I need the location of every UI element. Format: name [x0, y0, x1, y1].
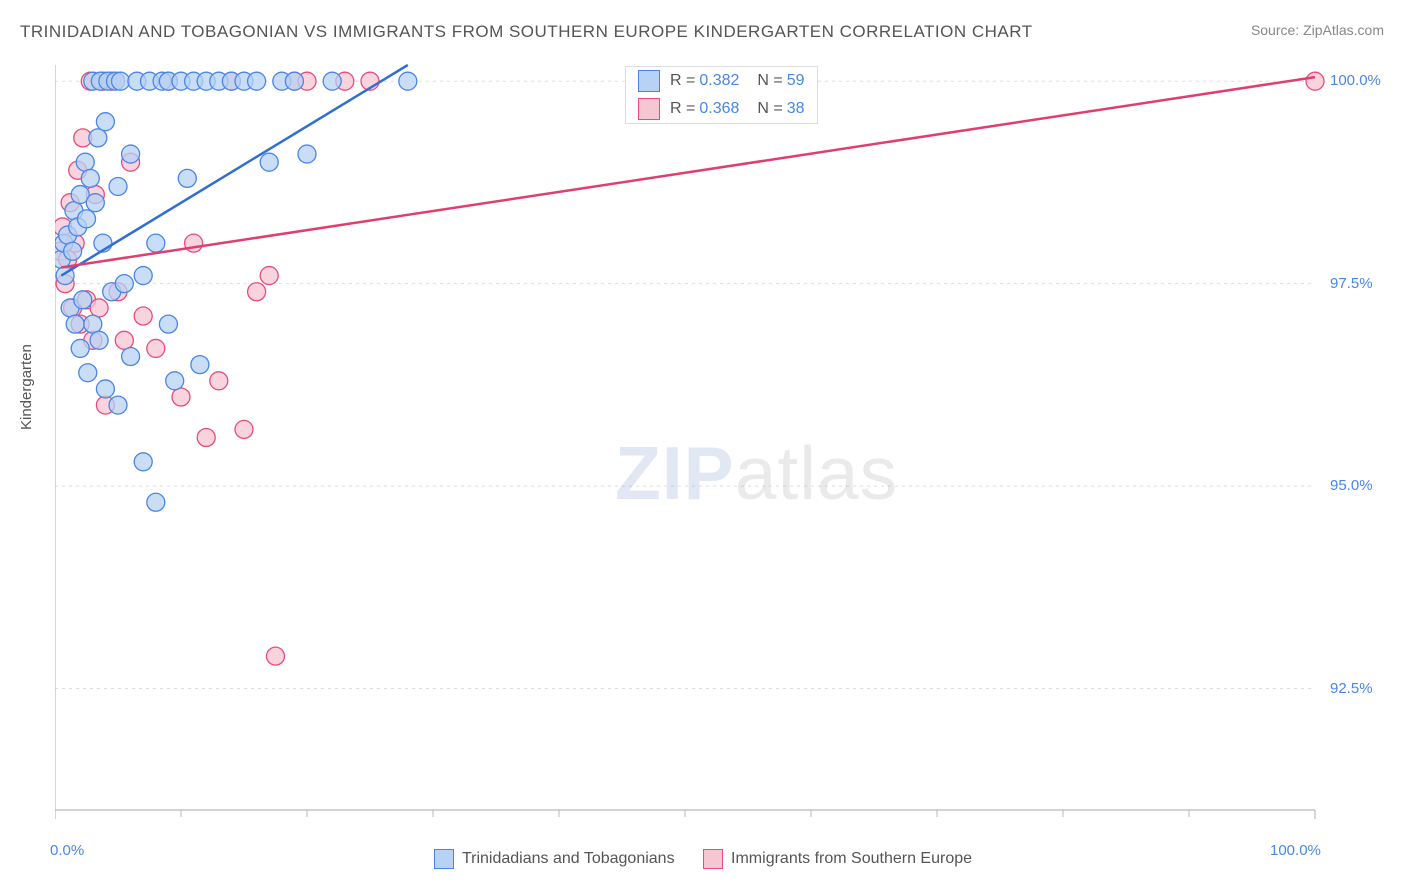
- source-attribution: Source: ZipAtlas.com: [1251, 22, 1384, 38]
- legend-label-trinidad: Trinidadians and Tobagonians: [462, 850, 675, 868]
- series-legend: Trinidadians and Tobagonians Immigrants …: [0, 849, 1406, 874]
- n-value: 59: [787, 72, 805, 90]
- legend-item-trinidad: Trinidadians and Tobagonians: [434, 849, 675, 869]
- y-tick-label: 92.5%: [1330, 680, 1373, 697]
- correlation-row: R =0.382 N = 59: [626, 67, 817, 95]
- correlation-row: R =0.368 N = 38: [626, 95, 817, 123]
- n-label: N =: [757, 100, 782, 118]
- swatch-icon: [638, 70, 660, 92]
- correlation-legend: R =0.382 N = 59 R =0.368 N = 38: [625, 66, 818, 124]
- y-tick-label: 100.0%: [1330, 72, 1381, 89]
- chart-container: TRINIDADIAN AND TOBAGONIAN VS IMMIGRANTS…: [0, 0, 1406, 892]
- y-axis-label: Kindergarten: [18, 344, 35, 430]
- r-label: R =: [670, 72, 695, 90]
- chart-title: TRINIDADIAN AND TOBAGONIAN VS IMMIGRANTS…: [20, 22, 1033, 42]
- swatch-trinidad: [434, 849, 454, 869]
- y-tick-label: 97.5%: [1330, 275, 1373, 292]
- r-value: 0.382: [699, 72, 739, 90]
- swatch-southern-europe: [703, 849, 723, 869]
- n-value: 38: [787, 100, 805, 118]
- scatter-chart: R =0.382N =59R =0.368N =38 ZIPatlas: [55, 50, 1385, 830]
- r-value: 0.368: [699, 100, 739, 118]
- legend-label-southern-europe: Immigrants from Southern Europe: [731, 850, 972, 868]
- legend-item-southern-europe: Immigrants from Southern Europe: [703, 849, 972, 869]
- y-tick-label: 95.0%: [1330, 477, 1373, 494]
- n-label: N =: [757, 72, 782, 90]
- chart-svg: [55, 50, 1385, 830]
- r-label: R =: [670, 100, 695, 118]
- swatch-icon: [638, 98, 660, 120]
